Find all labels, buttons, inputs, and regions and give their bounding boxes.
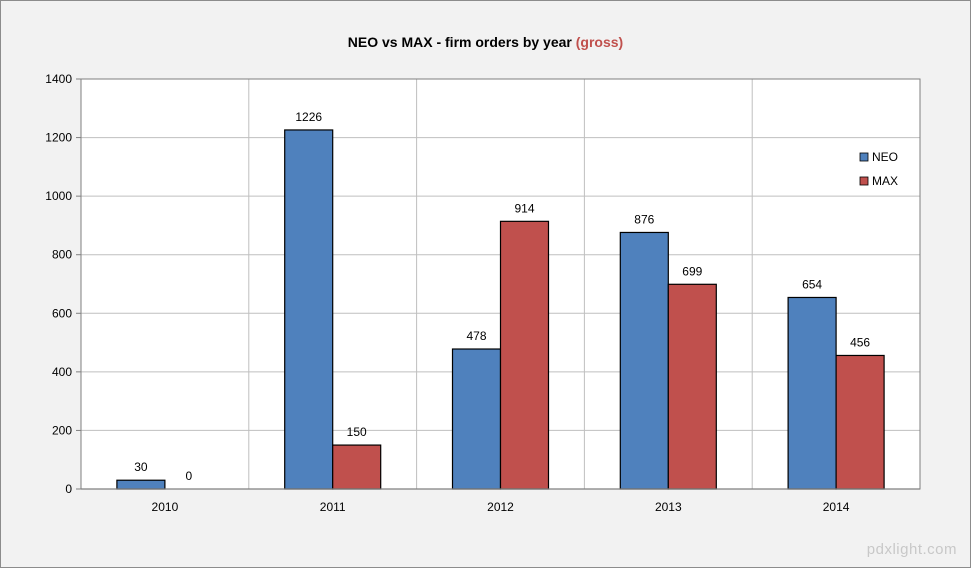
data-label-neo-2013: 876 (634, 212, 654, 226)
data-label-neo-2010: 30 (134, 460, 148, 474)
chart-title-highlight: (gross) (575, 34, 624, 50)
y-tick-label: 0 (65, 482, 72, 496)
y-tick-label: 1200 (45, 131, 72, 145)
data-label-max-2012: 914 (514, 201, 534, 215)
data-label-max-2014: 456 (850, 335, 870, 349)
legend-swatch-neo (859, 152, 869, 162)
watermark: pdxlight.com (866, 541, 957, 558)
chart-title-main: NEO vs MAX - firm orders by year (347, 34, 572, 50)
data-label-max-2013: 699 (682, 264, 702, 278)
chart-title: NEO vs MAX - firm orders by year (gross) (0, 34, 971, 50)
bar-max-2012 (499, 220, 550, 490)
y-tick-label: 400 (52, 365, 72, 379)
y-tick-label: 1000 (45, 189, 72, 203)
y-tick-label: 600 (52, 306, 72, 320)
bar-max-2013 (667, 283, 717, 490)
data-label-max-2010: 0 (186, 469, 193, 483)
legend-swatch-max (859, 176, 869, 186)
x-tick-label: 2011 (320, 500, 346, 514)
data-label-max-2011: 150 (347, 425, 367, 439)
bar-max-2011 (332, 444, 382, 490)
bar-max-2014 (835, 354, 885, 490)
bar-neo-2012 (451, 348, 502, 490)
legend-label-max: MAX (872, 174, 898, 188)
data-label-neo-2014: 654 (802, 277, 822, 291)
y-tick-label: 200 (52, 423, 72, 437)
x-tick-label: 2010 (152, 500, 179, 514)
x-tick-label: 2014 (823, 500, 850, 514)
bar-neo-2014 (787, 296, 837, 490)
data-label-neo-2012: 478 (466, 329, 486, 343)
x-tick-label: 2013 (655, 500, 682, 514)
bar-neo-2013 (619, 231, 669, 490)
data-label-neo-2011: 1226 (295, 110, 322, 124)
bar-neo-2011 (284, 129, 334, 490)
y-tick-label: 1400 (45, 72, 72, 86)
legend-label-neo: NEO (872, 150, 898, 164)
x-tick-label: 2012 (487, 500, 514, 514)
bar-neo-2010 (116, 479, 166, 490)
y-tick-label: 800 (52, 248, 72, 262)
